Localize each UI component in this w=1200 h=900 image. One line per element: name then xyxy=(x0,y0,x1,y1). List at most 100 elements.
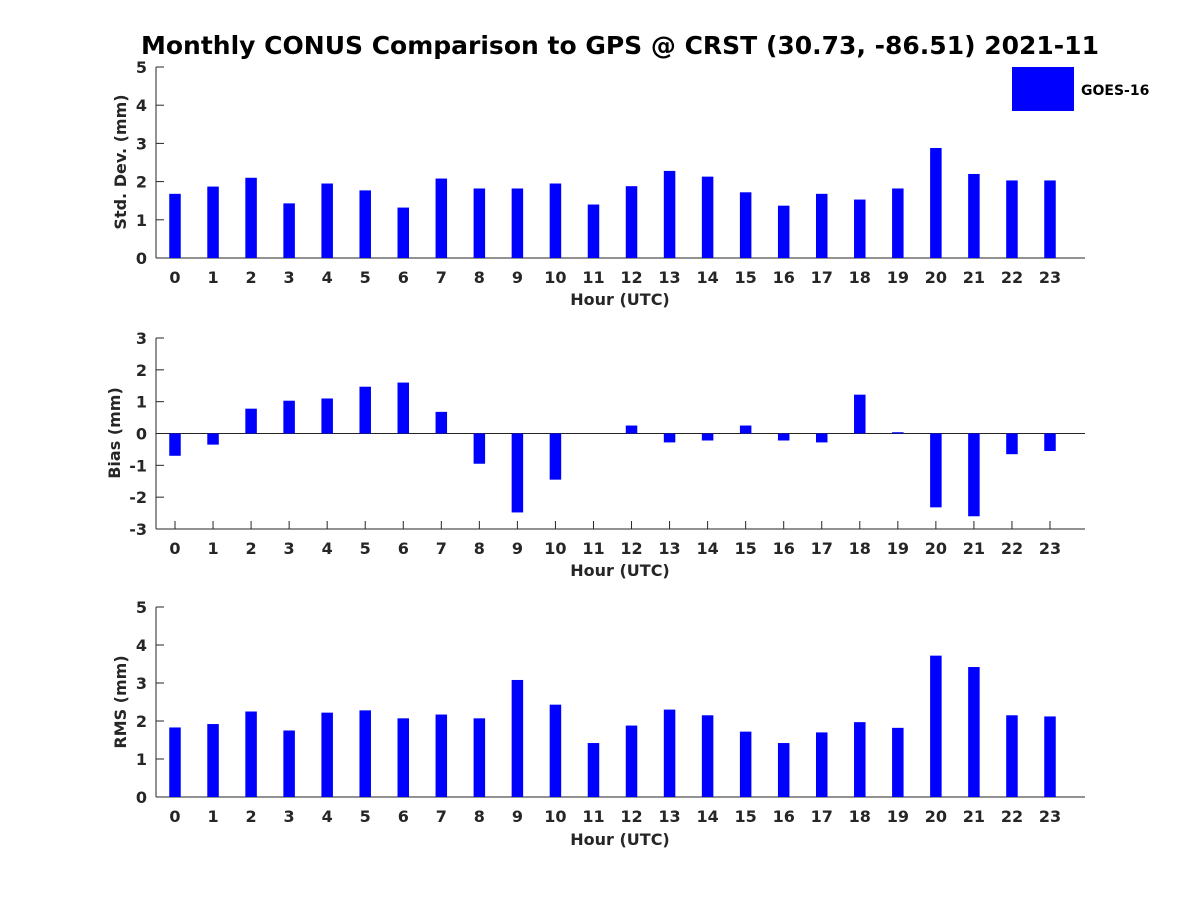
rms-bar xyxy=(207,724,219,797)
rms-x-tick-label: 5 xyxy=(360,807,371,826)
bias-x-tick-label: 5 xyxy=(360,539,371,558)
std-dev-x-tick-label: 14 xyxy=(696,268,718,287)
std-dev-bar xyxy=(359,190,371,258)
bias-x-tick-label: 16 xyxy=(773,539,795,558)
rms-x-tick-label: 6 xyxy=(398,807,409,826)
bias-bar xyxy=(549,433,562,480)
std-dev-bar xyxy=(321,183,333,258)
bias-x-tick-label: 9 xyxy=(512,539,523,558)
bias-bar xyxy=(283,400,295,434)
bias-bar xyxy=(169,433,181,456)
rms-y-tick-label: 1 xyxy=(136,750,147,769)
bias-bar xyxy=(473,433,486,464)
bias-y-tick-label: 2 xyxy=(136,361,147,380)
rms-x-tick-label: 23 xyxy=(1039,807,1061,826)
bias-bar xyxy=(854,394,866,434)
bias-x-tick-label: 10 xyxy=(544,539,566,558)
rms-bar xyxy=(169,727,181,797)
bias-bar xyxy=(968,433,980,517)
std-dev-y-tick-label: 1 xyxy=(136,211,147,230)
std-dev-y-tick-label: 4 xyxy=(136,96,147,115)
std-dev-x-tick-label: 20 xyxy=(925,268,947,287)
std-dev-x-label: Hour (UTC) xyxy=(570,290,670,309)
rms-bar xyxy=(359,710,371,797)
bias-x-tick-label: 3 xyxy=(284,539,295,558)
rms-y-label: RMS (mm) xyxy=(111,655,130,748)
rms-bar xyxy=(854,722,866,797)
std-dev-bar xyxy=(283,203,295,258)
rms-x-tick-label: 4 xyxy=(322,807,333,826)
bias-x-tick-label: 2 xyxy=(246,539,257,558)
bias-bar xyxy=(625,425,638,434)
std-dev-bar xyxy=(663,170,676,258)
bias-bar xyxy=(1006,433,1018,455)
bias-bar xyxy=(892,432,904,434)
bias-bar xyxy=(663,433,676,443)
std-dev-bar xyxy=(739,192,752,258)
bias-bar xyxy=(321,398,333,434)
std-dev-y-label: Std. Dev. (mm) xyxy=(111,94,130,229)
rms-y-tick-label: 0 xyxy=(136,788,147,807)
rms-x-tick-label: 8 xyxy=(474,807,485,826)
bias-x-tick-label: 8 xyxy=(474,539,485,558)
bias-bar xyxy=(359,386,371,434)
std-dev-bar xyxy=(892,188,904,258)
rms-x-tick-label: 0 xyxy=(169,807,180,826)
std-dev-bar xyxy=(397,207,410,258)
bias-x-tick-label: 17 xyxy=(811,539,833,558)
rms-bar xyxy=(777,743,790,797)
rms-x-tick-label: 22 xyxy=(1001,807,1023,826)
rms-bar xyxy=(473,718,486,797)
bias-y-tick-label: 3 xyxy=(136,329,147,348)
rms-bar xyxy=(892,727,904,797)
bias-bar xyxy=(1044,433,1056,452)
rms-x-tick-label: 18 xyxy=(849,807,871,826)
rms-y-tick-label: 5 xyxy=(136,598,147,617)
bias-x-tick-label: 20 xyxy=(925,539,947,558)
bias-y-tick-label: -1 xyxy=(129,456,147,475)
bias-y-tick-label: 0 xyxy=(136,425,147,444)
rms-x-tick-label: 15 xyxy=(735,807,757,826)
bias-x-tick-label: 13 xyxy=(658,539,680,558)
std-dev-bar xyxy=(625,186,638,258)
rms-y-tick-label: 2 xyxy=(136,712,147,731)
bias-x-tick-label: 6 xyxy=(398,539,409,558)
std-dev-bar xyxy=(587,204,600,258)
std-dev-bar xyxy=(968,173,980,258)
std-dev-x-tick-label: 6 xyxy=(398,268,409,287)
bias-x-tick-label: 21 xyxy=(963,539,985,558)
rms-bar xyxy=(701,715,714,797)
rms-x-tick-label: 20 xyxy=(925,807,947,826)
rms-bar xyxy=(549,704,562,797)
std-dev-y-tick-label: 3 xyxy=(136,134,147,153)
std-dev-x-tick-label: 8 xyxy=(474,268,485,287)
rms-x-tick-label: 9 xyxy=(512,807,523,826)
bias-bar xyxy=(701,433,714,441)
rms-x-tick-label: 3 xyxy=(284,807,295,826)
legend-label: GOES-16 xyxy=(1081,83,1149,99)
rms-x-tick-label: 1 xyxy=(207,807,218,826)
rms-x-tick-label: 10 xyxy=(544,807,566,826)
std-dev-x-tick-label: 15 xyxy=(735,268,757,287)
bias-x-tick-label: 1 xyxy=(207,539,218,558)
rms-bar xyxy=(930,655,942,797)
std-dev-x-tick-label: 9 xyxy=(512,268,523,287)
std-dev-x-tick-label: 7 xyxy=(436,268,447,287)
std-dev-bar xyxy=(245,177,257,258)
bias-bar xyxy=(207,433,219,445)
rms-x-label: Hour (UTC) xyxy=(570,830,670,849)
std-dev-bar xyxy=(207,186,219,258)
bias-x-tick-label: 22 xyxy=(1001,539,1023,558)
rms-bar xyxy=(245,711,257,797)
bias-x-tick-label: 7 xyxy=(436,539,447,558)
std-dev-bar xyxy=(1044,180,1056,258)
rms-x-tick-label: 17 xyxy=(811,807,833,826)
std-dev-x-tick-label: 0 xyxy=(169,268,180,287)
rms-bar xyxy=(435,714,448,797)
bias-x-tick-label: 4 xyxy=(322,539,333,558)
std-dev-bar xyxy=(511,188,524,258)
std-dev-x-tick-label: 18 xyxy=(849,268,871,287)
bias-x-tick-label: 19 xyxy=(887,539,909,558)
